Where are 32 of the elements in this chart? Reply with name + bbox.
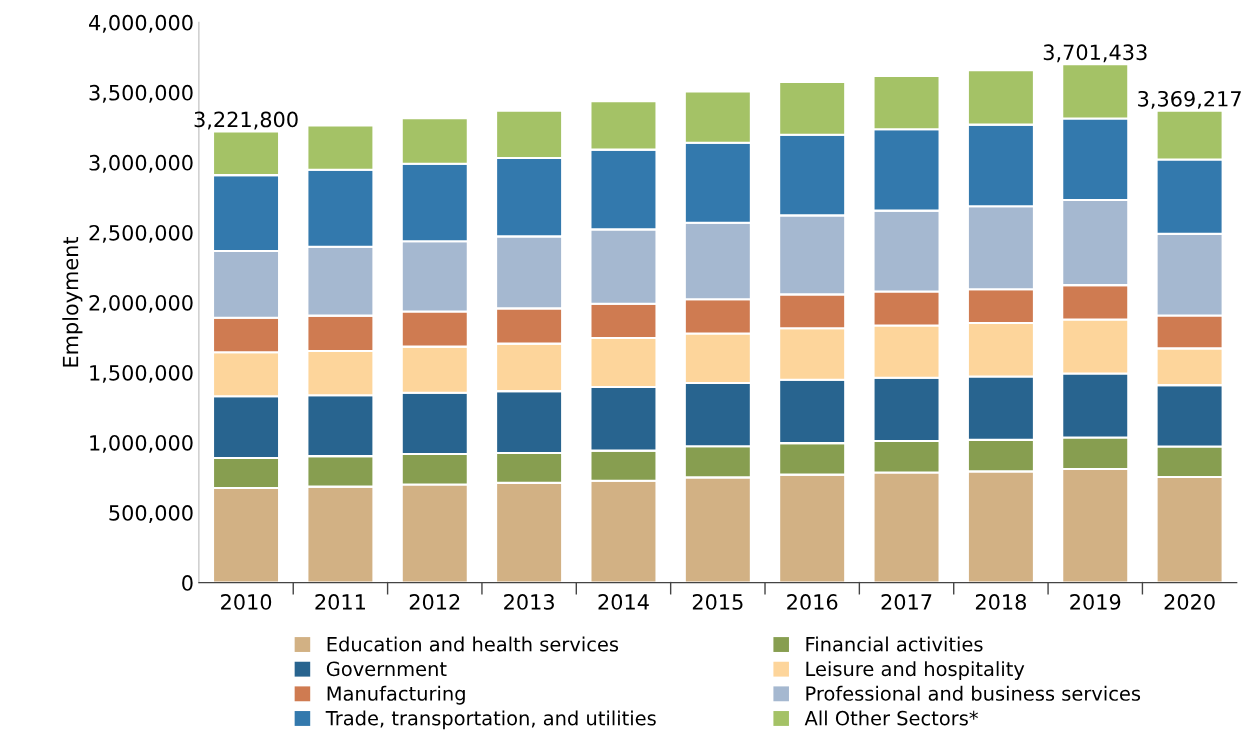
x-tick-label: 2018 (975, 594, 1026, 610)
legend-label: All Other Sectors* (804, 710, 978, 726)
x-tick-label: 2015 (692, 594, 743, 610)
x-tick-label: 2011 (315, 594, 365, 610)
x-tick-label: 2014 (598, 594, 649, 610)
y-tick-label: 0 (182, 575, 193, 591)
y-tick-label: 3,000,000 (89, 154, 193, 173)
x-tick-label: 2017 (881, 594, 932, 610)
y-tick-label: 2,500,000 (89, 224, 193, 243)
legend-label: Professional and business services (806, 685, 1141, 701)
legend-label: Financial activities (806, 636, 983, 652)
legend-label: Education and health services (327, 636, 619, 652)
total-label: 3,369,217 (1138, 90, 1241, 109)
x-tick-label: 2020 (1164, 594, 1215, 610)
x-tick-label: 2012 (409, 594, 460, 610)
total-label: 3,701,433 (1043, 44, 1147, 63)
y-tick-label: 1,000,000 (90, 434, 193, 453)
x-tick-label: 2013 (504, 594, 554, 610)
legend-label: Trade, transportation, and utilities (325, 710, 656, 730)
total-label: 3,221,800 (194, 111, 298, 130)
legend-label: Leisure and hospitality (806, 661, 1025, 680)
y-tick-label: 500,000 (109, 505, 193, 523)
legend-label: Manufacturing (327, 685, 465, 705)
y-tick-label: 3,500,000 (89, 84, 193, 103)
y-axis-title: Employment (62, 236, 83, 367)
y-tick-label: 1,500,000 (90, 364, 193, 383)
legend-label: Government (326, 661, 447, 677)
y-tick-label: 4,000,000 (89, 14, 193, 33)
y-tick-label: 2,000,000 (89, 294, 193, 313)
x-tick-label: 2010 (221, 594, 272, 610)
x-tick-label: 2019 (1070, 594, 1121, 610)
x-tick-label: 2016 (787, 594, 838, 610)
